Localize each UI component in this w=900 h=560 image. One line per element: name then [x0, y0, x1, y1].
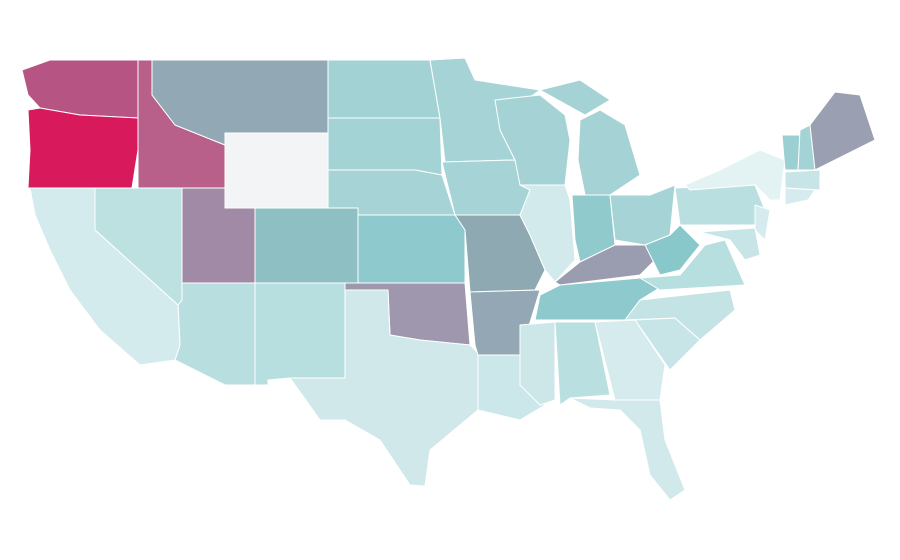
state-region [224, 132, 329, 209]
state-region [754, 204, 771, 241]
state-region [644, 224, 701, 276]
state-region [674, 184, 766, 226]
state-region [577, 109, 641, 196]
state-region [554, 321, 611, 406]
state-region [781, 134, 801, 171]
state-region [809, 91, 876, 171]
state-region [289, 289, 481, 487]
state-region [609, 184, 676, 246]
state-region [357, 214, 466, 284]
state-region [569, 397, 686, 501]
state-region [29, 187, 181, 366]
state-region [27, 107, 139, 189]
state-region [784, 187, 816, 206]
state-region [624, 289, 736, 341]
state-region [519, 321, 556, 406]
state-region [639, 239, 746, 291]
state-region [327, 59, 441, 119]
state-region [539, 79, 611, 116]
state-region [254, 282, 346, 386]
region-group [21, 57, 876, 501]
state-region [254, 207, 359, 284]
state-region [174, 282, 256, 386]
state-region [784, 169, 821, 191]
state-region [684, 149, 786, 201]
state-region [699, 227, 761, 261]
state-region [327, 117, 443, 176]
state-region [519, 184, 576, 283]
